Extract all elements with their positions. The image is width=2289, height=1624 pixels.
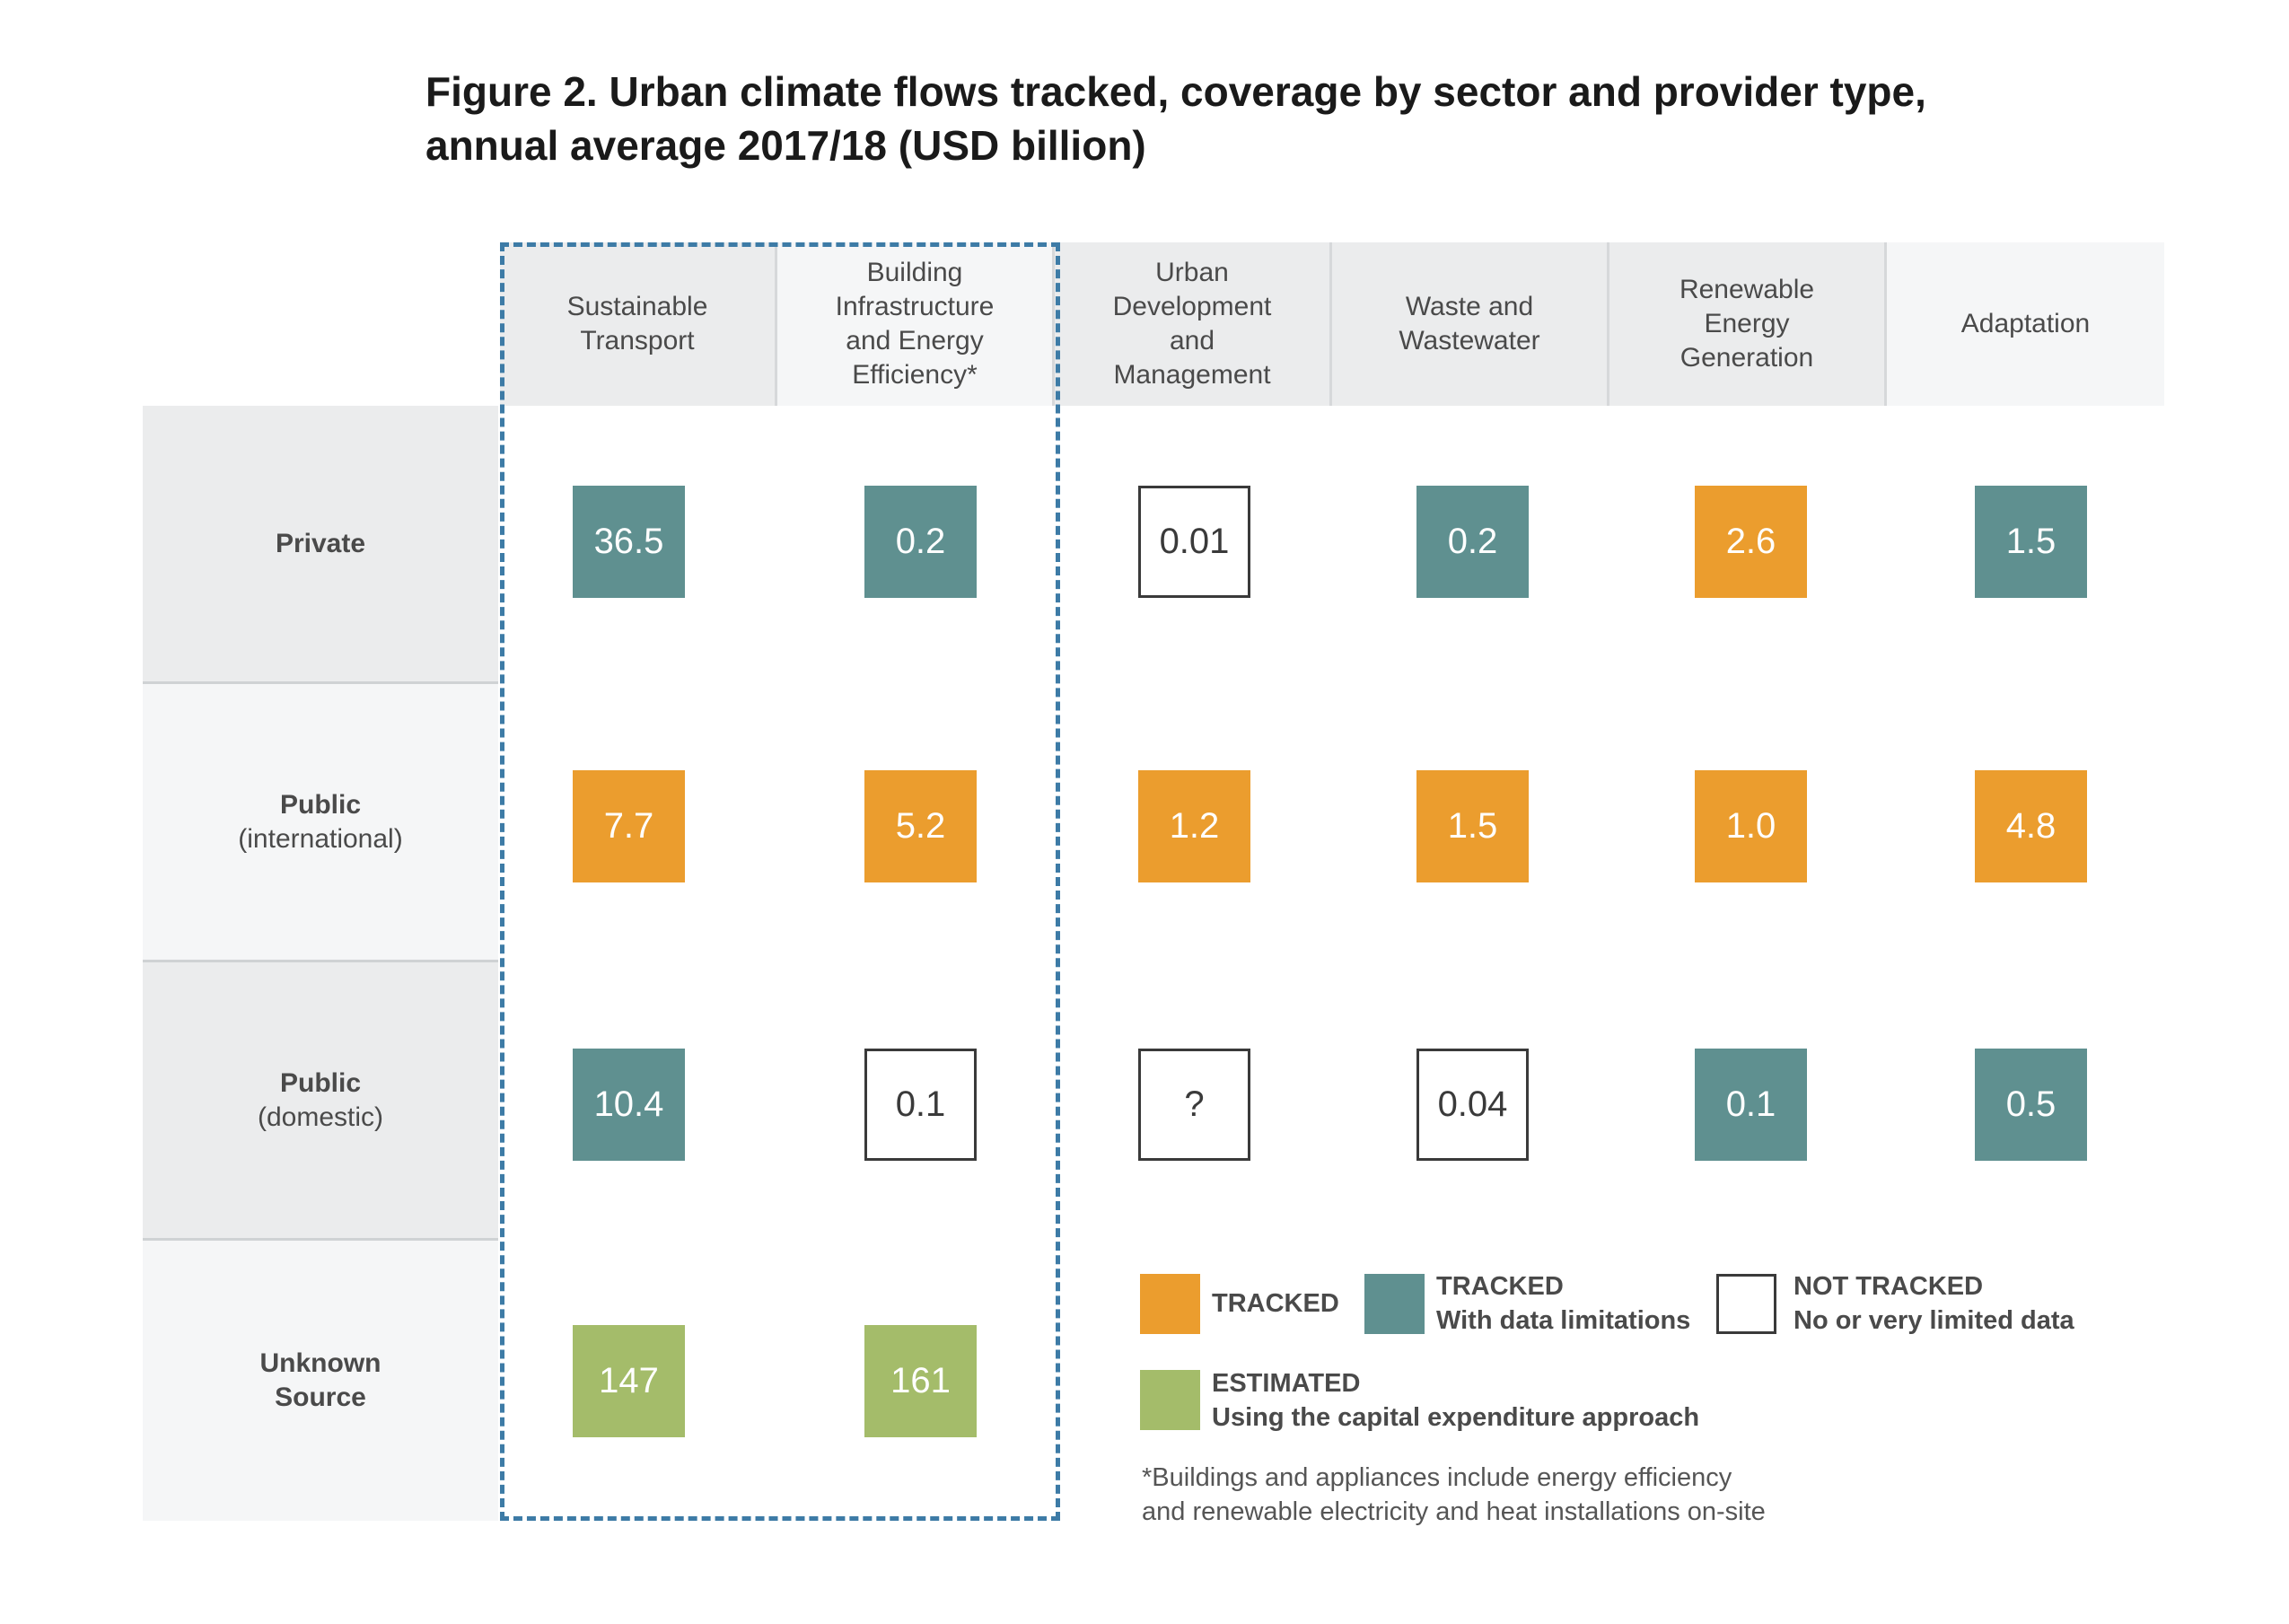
column-header-4: Waste and Wastewater	[1332, 242, 1609, 406]
row-header-sub: (international)	[238, 823, 403, 854]
legend-nottracked-line1: NOT TRACKED	[1793, 1272, 1984, 1301]
column-header-3: Urban Development and Management	[1055, 242, 1332, 406]
value-cell-r3-c3: ?	[1138, 1049, 1250, 1161]
row-header-name: Unknown	[259, 1348, 382, 1378]
legend-label-estimated: ESTIMATED Using the capital expenditure …	[1212, 1366, 1699, 1435]
column-header-line: and Energy	[846, 326, 984, 356]
column-header-line: Infrastructure	[835, 292, 995, 321]
column-header-5: Renewable Energy Generation	[1609, 242, 1887, 406]
value-cell-r2-c4: 1.5	[1416, 770, 1529, 882]
row-header-name: Public	[279, 789, 361, 820]
row-header-name: Private	[275, 528, 366, 558]
column-header-6: Adaptation	[1887, 242, 2164, 406]
row-header-sub: (domestic)	[257, 1102, 384, 1132]
legend-swatch-nottracked	[1716, 1274, 1776, 1334]
column-header-line: Development	[1112, 292, 1272, 321]
chart-title-line-1: Figure 2. Urban climate flows tracked, c…	[425, 68, 1926, 115]
footnote-line-2: and renewable electricity and heat insta…	[1142, 1497, 1766, 1526]
column-header-text: Waste and Wastewater	[1399, 290, 1539, 358]
legend-label-limited: TRACKED With data limitations	[1436, 1269, 1690, 1338]
row-header-3: Public (domestic)	[143, 962, 498, 1241]
column-header-line: Wastewater	[1399, 326, 1540, 356]
legend-estimated-line2: Using the capital expenditure approach	[1212, 1403, 1700, 1432]
column-header-text: Adaptation	[1961, 307, 2090, 341]
highlight-dashed-box	[500, 242, 1060, 1521]
column-header-line: Adaptation	[1960, 309, 2091, 338]
value-cell-r1-c3: 0.01	[1138, 486, 1250, 598]
column-header-text: Sustainable Transport	[567, 290, 708, 358]
value-cell-r4-c2: 161	[864, 1325, 977, 1437]
chart-title: Figure 2. Urban climate flows tracked, c…	[425, 65, 2131, 172]
column-header-line: Building	[866, 258, 963, 287]
column-header-1: Sustainable Transport	[500, 242, 777, 406]
value-cell-r3-c1: 10.4	[573, 1049, 685, 1161]
legend-nottracked-line2: No or very limited data	[1793, 1306, 2074, 1335]
column-header-line: Transport	[580, 326, 695, 356]
value-cell-r2-c3: 1.2	[1138, 770, 1250, 882]
legend-limited-line1: TRACKED	[1436, 1272, 1564, 1301]
footnote: *Buildings and appliances include energy…	[1142, 1461, 1950, 1529]
value-cell-r3-c4: 0.04	[1416, 1049, 1529, 1161]
value-cell-r4-c1: 147	[573, 1325, 685, 1437]
column-header-text: Building Infrastructure and Energy Efficien…	[836, 256, 995, 392]
legend-limited-line2: With data limitations	[1436, 1306, 1691, 1335]
value-cell-r2-c5: 1.0	[1695, 770, 1807, 882]
legend-label-nottracked: NOT TRACKED No or very limited data	[1793, 1269, 2074, 1338]
column-header-text: Renewable Energy Generation	[1679, 273, 1814, 375]
column-header-line: Generation	[1679, 343, 1814, 373]
value-cell-r1-c1: 36.5	[573, 486, 685, 598]
row-header-1: Private	[143, 406, 498, 684]
legend-label-tracked: TRACKED	[1212, 1286, 1339, 1321]
footnote-line-1: *Buildings and appliances include energy…	[1142, 1463, 1732, 1492]
row-header-sub: Source	[275, 1383, 366, 1412]
value-cell-r2-c2: 5.2	[864, 770, 977, 882]
value-cell-r1-c4: 0.2	[1416, 486, 1529, 598]
legend-tracked-line1: TRACKED	[1212, 1289, 1339, 1318]
column-header-line: Energy	[1704, 309, 1790, 338]
column-header-line: Efficiency*	[852, 360, 978, 390]
legend-swatch-tracked	[1140, 1274, 1200, 1334]
column-header-line: and	[1169, 326, 1215, 356]
column-header-2: Building Infrastructure and Energy Efficien…	[777, 242, 1055, 406]
value-cell-r2-c6: 4.8	[1975, 770, 2087, 882]
row-header-name: Public	[279, 1067, 361, 1098]
value-cell-r3-c6: 0.5	[1975, 1049, 2087, 1161]
value-cell-r3-c2: 0.1	[864, 1049, 977, 1161]
value-cell-r1-c2: 0.2	[864, 486, 977, 598]
legend-swatch-estimated	[1140, 1370, 1200, 1430]
column-header-line: Renewable	[1679, 275, 1815, 304]
row-header-4: Unknown Source	[143, 1241, 498, 1521]
column-header-line: Sustainable	[566, 292, 708, 321]
value-cell-r1-c5: 2.6	[1695, 486, 1807, 598]
column-header-line: Waste and	[1405, 292, 1534, 321]
column-header-line: Urban	[1155, 258, 1229, 287]
legend-estimated-line1: ESTIMATED	[1212, 1369, 1361, 1398]
value-cell-r1-c6: 1.5	[1975, 486, 2087, 598]
column-header-text: Urban Development and Management	[1113, 256, 1272, 392]
row-header-2: Public (international)	[143, 684, 498, 962]
value-cell-r2-c1: 7.7	[573, 770, 685, 882]
legend-swatch-limited	[1364, 1274, 1425, 1334]
chart-title-line-2: annual average 2017/18 (USD billion)	[425, 122, 1146, 169]
value-cell-r3-c5: 0.1	[1695, 1049, 1807, 1161]
column-header-line: Management	[1113, 360, 1271, 390]
